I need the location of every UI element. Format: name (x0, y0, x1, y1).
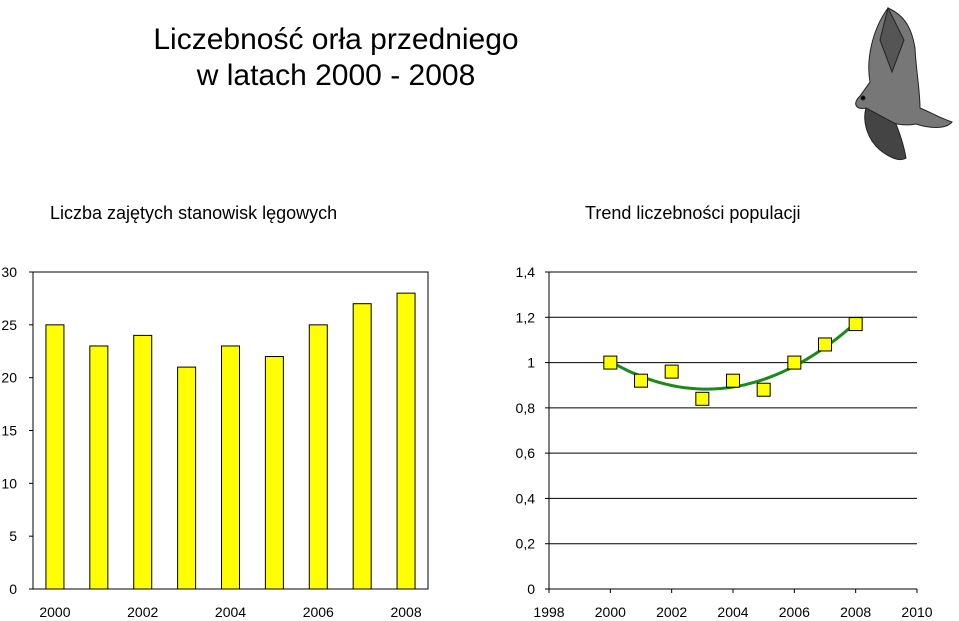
bar-2002 (133, 334, 153, 590)
bar-y-tick-label: 10 (1, 475, 17, 491)
trend-point-2005 (756, 382, 771, 397)
bar-y-tick-label: 0 (9, 581, 17, 597)
trend-point-2007 (818, 337, 832, 352)
trend-chart-title: Trend liczebności populacji (585, 203, 801, 223)
trend-y-tick-label: 1 (527, 355, 535, 371)
bar-2003 (177, 366, 197, 590)
bar-2001 (89, 345, 109, 590)
trend-x-tick-label: 2000 (595, 604, 626, 620)
bar-y-tick-label: 5 (9, 528, 17, 544)
bar-chart-title: Liczba zajętych stanowisk lęgowych (50, 203, 338, 223)
trend-point-2006 (787, 355, 802, 370)
trend-x-tick-label: 1998 (533, 604, 564, 620)
bar-x-tick-label: 2002 (127, 604, 158, 620)
trend-y-tick-label: 0 (527, 581, 535, 597)
bar-2006 (308, 324, 328, 590)
bar-x-tick-label: 2008 (390, 604, 421, 620)
bar-2008 (396, 292, 416, 590)
bar-2007 (352, 303, 372, 590)
bar-x-tick-label: 2000 (39, 604, 70, 620)
bar-2004 (221, 345, 240, 590)
bar-y-tick-label: 15 (1, 423, 17, 439)
trend-x-tick-label: 2008 (840, 604, 871, 620)
title-line-2: w latach 2000 - 2008 (196, 59, 476, 92)
trend-x-tick-label: 2002 (656, 604, 687, 620)
trend-point-2000 (603, 355, 618, 370)
trend-point-2003 (695, 391, 710, 406)
bar-x-tick-label: 2004 (215, 604, 246, 620)
title-line-1: Liczebność orła przedniego (153, 23, 519, 56)
bar-2005 (264, 356, 284, 590)
trend-y-tick-label: 0,4 (516, 490, 536, 506)
page-title: Liczebność orła przedniego w latach 2000… (116, 22, 556, 94)
bar-y-tick-label: 30 (1, 264, 17, 280)
bar-y-tick-label: 20 (1, 370, 17, 386)
trend-y-tick-label: 0,6 (516, 445, 536, 461)
trend-y-tick-label: 0,2 (516, 536, 536, 552)
trend-x-tick-label: 2004 (717, 604, 748, 620)
bar-2000 (45, 324, 65, 590)
trend-y-tick-label: 0,8 (516, 400, 536, 416)
trend-point-2008 (848, 317, 863, 332)
bar-x-tick-label: 2006 (303, 604, 334, 620)
trend-point-2002 (664, 364, 679, 379)
trend-x-tick-label: 2010 (901, 604, 932, 620)
trend-point-2004 (726, 373, 740, 388)
trend-x-tick-label: 2006 (779, 604, 810, 620)
trend-point-2001 (634, 373, 648, 388)
trend-y-tick-label: 1,4 (516, 264, 536, 280)
trend-y-tick-label: 1,2 (516, 309, 536, 325)
bar-y-tick-label: 25 (1, 317, 17, 333)
